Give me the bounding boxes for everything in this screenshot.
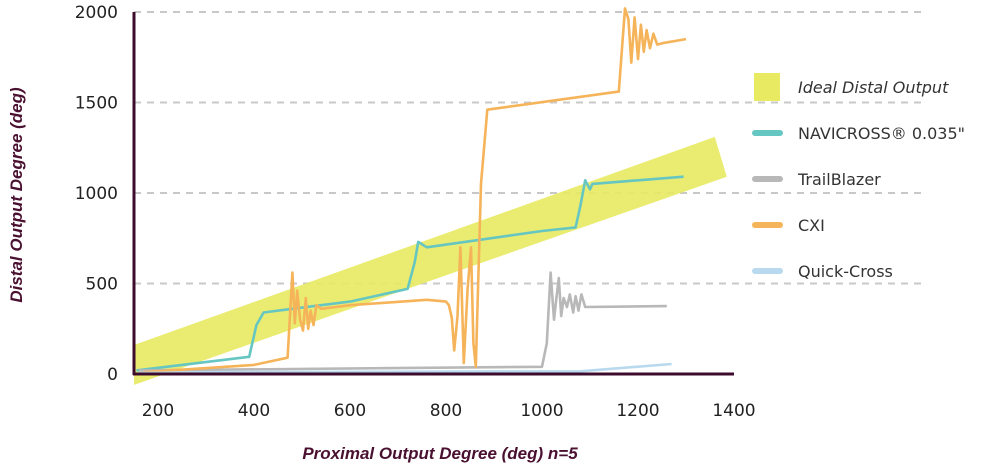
y-axis-title: Distal Output Degree (deg) [7,87,26,303]
legend-item-ideal-distal-output: Ideal Distal Output [754,73,949,101]
legend-label: NAVICROSS® 0.035" [798,124,965,143]
ideal-output-band [134,137,727,385]
legend-label: Quick-Cross [798,262,893,281]
y-tick-label: 1000 [75,184,118,204]
x-tick-label: 800 [430,401,462,421]
x-tick-label: 1000 [520,401,563,421]
legend-item-cxi: CXI [755,216,825,235]
y-tick-label: 500 [86,275,118,295]
legend-label: CXI [798,216,825,235]
legend-item-navicross-0-035: NAVICROSS® 0.035" [755,124,965,143]
legend-swatch [754,73,780,101]
x-tick-label: 600 [334,401,366,421]
x-tick-label: 200 [142,401,174,421]
y-tick-label: 2000 [75,3,118,23]
x-tick-label: 1200 [616,401,659,421]
legend-item-quick-cross: Quick-Cross [755,262,893,281]
x-tick-label: 1400 [712,401,755,421]
ideal-band-layer [134,137,727,385]
y-tick-label: 0 [107,365,118,385]
legend-item-trailblazer: TrailBlazer [755,170,881,189]
x-tick-label: 400 [238,401,270,421]
legend-label: Ideal Distal Output [798,78,949,97]
legend-label: TrailBlazer [797,170,881,189]
legend: Ideal Distal Output NAVICROSS® 0.035" Trai… [754,73,965,281]
y-tick-label: 1500 [75,94,118,114]
x-axis-title: Proximal Output Degree (deg) n=5 [302,444,578,463]
